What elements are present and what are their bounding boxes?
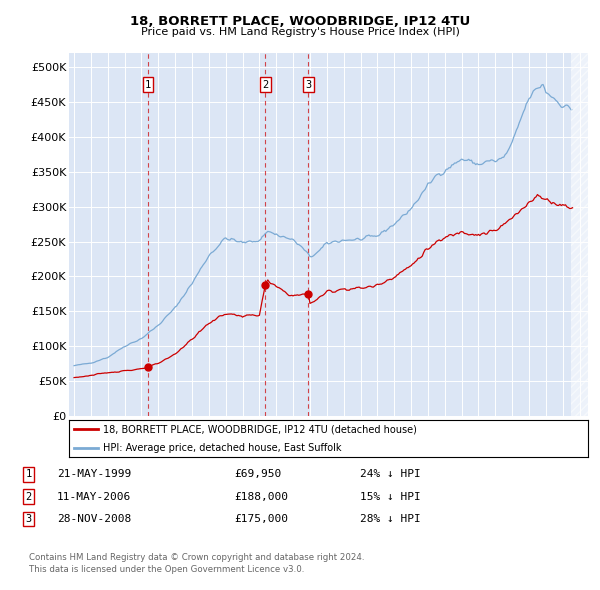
Text: 11-MAY-2006: 11-MAY-2006	[57, 492, 131, 502]
Text: 21-MAY-1999: 21-MAY-1999	[57, 470, 131, 479]
Text: 15% ↓ HPI: 15% ↓ HPI	[360, 492, 421, 502]
Text: £188,000: £188,000	[234, 492, 288, 502]
Text: This data is licensed under the Open Government Licence v3.0.: This data is licensed under the Open Gov…	[29, 565, 304, 574]
Text: £175,000: £175,000	[234, 514, 288, 524]
Text: £69,950: £69,950	[234, 470, 281, 479]
Text: 28-NOV-2008: 28-NOV-2008	[57, 514, 131, 524]
Text: Contains HM Land Registry data © Crown copyright and database right 2024.: Contains HM Land Registry data © Crown c…	[29, 553, 364, 562]
Text: 1: 1	[145, 80, 151, 90]
Text: Price paid vs. HM Land Registry's House Price Index (HPI): Price paid vs. HM Land Registry's House …	[140, 27, 460, 37]
Text: 3: 3	[305, 80, 311, 90]
Text: 1: 1	[26, 470, 32, 479]
Text: HPI: Average price, detached house, East Suffolk: HPI: Average price, detached house, East…	[103, 443, 341, 453]
Text: 28% ↓ HPI: 28% ↓ HPI	[360, 514, 421, 524]
Text: 18, BORRETT PLACE, WOODBRIDGE, IP12 4TU (detached house): 18, BORRETT PLACE, WOODBRIDGE, IP12 4TU …	[103, 424, 416, 434]
Text: 2: 2	[26, 492, 32, 502]
Text: 24% ↓ HPI: 24% ↓ HPI	[360, 470, 421, 479]
Text: 3: 3	[26, 514, 32, 524]
Text: 18, BORRETT PLACE, WOODBRIDGE, IP12 4TU: 18, BORRETT PLACE, WOODBRIDGE, IP12 4TU	[130, 15, 470, 28]
Text: 2: 2	[262, 80, 269, 90]
